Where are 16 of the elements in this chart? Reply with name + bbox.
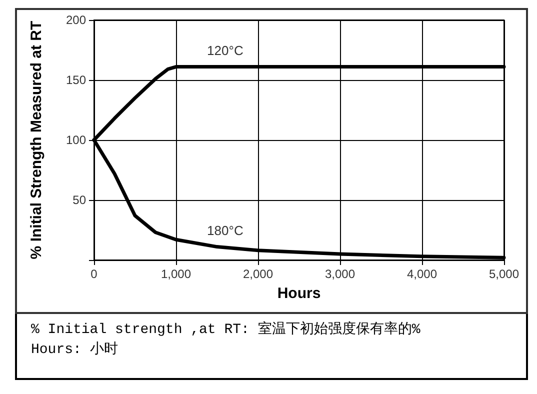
x-tick-label: 3,000	[324, 267, 356, 281]
y-tick-label: 150	[66, 73, 86, 87]
x-tick-label: 4,000	[406, 267, 438, 281]
x-tick-label: 5,000	[488, 267, 520, 281]
y-axis-title: % Initial Strength Measured at RT	[28, 20, 45, 260]
x-tick-label: 1,000	[160, 267, 192, 281]
series-label: 180°C	[207, 222, 244, 238]
series-label: 120°C	[207, 42, 244, 58]
x-tick-label: 2,000	[242, 267, 274, 281]
y-tick-label: 200	[66, 13, 86, 27]
text: Hours: 小时	[31, 340, 119, 360]
x-axis-title: Hours	[277, 285, 321, 302]
y-tick-label: 100	[66, 133, 86, 147]
x-tick-label: 0	[90, 267, 98, 281]
y-tick-label: 50	[72, 193, 86, 207]
text: % Initial strength ,at RT: 室温下初始强度保有率的%	[31, 320, 422, 340]
